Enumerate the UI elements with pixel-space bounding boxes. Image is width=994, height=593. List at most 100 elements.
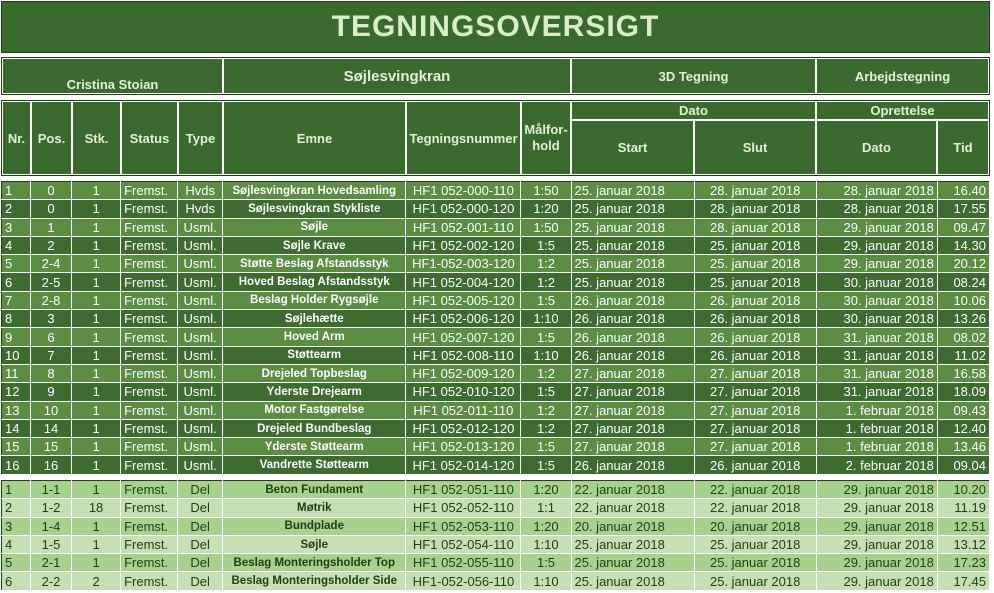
cell-pos: 2-8	[30, 291, 73, 311]
cell-nr: 4	[1, 236, 32, 256]
cell-start: 22. januar 2018	[571, 480, 695, 500]
cell-status: Fremst.	[120, 498, 179, 518]
cell-stk: 1	[71, 236, 122, 256]
table-row: 3 1-4 1 Fremst. Del Bundplade HF1 052-053-110 1…	[1, 517, 991, 536]
cell-maal: 1:5	[520, 236, 572, 256]
cell-status: Fremst.	[120, 535, 179, 555]
cell-stk: 1	[71, 401, 122, 420]
cell-nr: 5	[1, 553, 32, 573]
author-text: Cristina Stoian	[66, 77, 159, 92]
col-status-text: Status	[129, 130, 170, 146]
cell-slut: 25. januar 2018	[694, 553, 817, 573]
cell-dato: 29. januar 2018	[816, 236, 938, 256]
cell-tid: 18.09	[937, 382, 991, 402]
arbejdstegning-text: Arbejdstegning	[854, 68, 951, 84]
cell-tegn: HF1 052-012-120	[405, 419, 522, 439]
cell-dato: 1. februar 2018	[816, 401, 938, 420]
col-type: Type	[178, 101, 223, 175]
cell-maal: 1:2	[520, 254, 572, 274]
cell-tid: 08.24	[937, 272, 991, 292]
cell-pos: 1-2	[30, 498, 73, 518]
cell-emne: Motor Fastgørelse	[222, 401, 407, 420]
cell-start: 25. januar 2018	[571, 272, 695, 292]
col-dato-group: Dato	[571, 101, 816, 120]
cell-nr: 13	[1, 401, 32, 420]
cell-tid: 13.12	[937, 535, 991, 555]
cell-dato: 29. januar 2018	[816, 535, 938, 555]
cell-nr: 4	[1, 535, 32, 555]
cell-tid: 17.55	[937, 199, 991, 219]
cell-type: Usml.	[177, 272, 224, 292]
col-slut-text: Slut	[742, 140, 768, 155]
project-label: Søjlesvingkran	[223, 58, 571, 94]
cell-tegn: HF1-052-003-120	[405, 254, 522, 274]
cell-start: 25. januar 2018	[571, 181, 695, 201]
cell-status: Fremst.	[120, 437, 179, 457]
table-row: 9 6 1 Fremst. Usml. Hoved Arm HF1 052-007-120 1…	[1, 327, 991, 347]
cell-pos: 16	[30, 455, 73, 475]
cell-type: Del	[177, 535, 224, 555]
cell-nr: 2	[1, 199, 32, 219]
cell-stk: 1	[71, 291, 122, 311]
cell-status: Fremst.	[120, 218, 179, 237]
cell-type: Usml.	[177, 401, 224, 420]
cell-pos: 1-4	[30, 517, 73, 536]
cell-start: 20. januar 2018	[571, 517, 695, 536]
cell-pos: 2-4	[30, 254, 73, 274]
table-row: 5 2-1 1 Fremst. Del Beslag Monteringsholder T…	[1, 553, 991, 573]
cell-start: 26. januar 2018	[571, 455, 695, 475]
col-status: Status	[121, 101, 178, 175]
cell-tegn: HF1 052-052-110	[405, 498, 522, 518]
cell-dato: 28. januar 2018	[816, 181, 938, 201]
cell-start: 27. januar 2018	[571, 401, 695, 420]
col-dato-group-text: Dato	[679, 103, 708, 118]
cell-nr: 10	[1, 346, 32, 365]
cell-dato: 30. januar 2018	[816, 272, 938, 292]
cell-maal: 1:10	[520, 309, 572, 329]
cell-tegn: HF1 052-006-120	[405, 309, 522, 329]
cell-tegn: HF1 052-054-110	[405, 535, 522, 555]
col-tid-text: Tid	[953, 140, 973, 155]
cell-maal: 1:10	[520, 571, 572, 591]
cell-dato: 31. januar 2018	[816, 364, 938, 384]
cell-status: Fremst.	[120, 455, 179, 475]
cell-dato: 29. januar 2018	[816, 480, 938, 500]
cell-status: Fremst.	[120, 517, 179, 536]
cell-emne: Hoved Arm	[222, 327, 407, 347]
cell-slut: 26. januar 2018	[694, 346, 817, 365]
table-row: 14 14 1 Fremst. Usml. Drejeled Bundbeslag HF1 …	[1, 419, 991, 439]
table-row: 4 2 1 Fremst. Usml. Søjle Krave HF1 052-002-12…	[1, 236, 991, 256]
table-row: 1 1-1 1 Fremst. Del Beton Fundament HF1 052-05…	[1, 480, 991, 500]
cell-tid: 16.58	[937, 364, 991, 384]
cell-slut: 20. januar 2018	[694, 517, 817, 536]
cell-slut: 22. januar 2018	[694, 480, 817, 500]
cell-type: Del	[177, 553, 224, 573]
cell-tid: 17.45	[937, 571, 991, 591]
cell-dato: 29. januar 2018	[816, 517, 938, 536]
cell-status: Fremst.	[120, 309, 179, 329]
col-tid: Tid	[937, 120, 989, 175]
cell-stk: 1	[71, 309, 122, 329]
cell-pos: 1-5	[30, 535, 73, 555]
table-row: 5 2-4 1 Fremst. Usml. Støtte Beslag Afstandss…	[1, 254, 991, 274]
cell-type: Del	[177, 480, 224, 500]
cell-tid: 09.47	[937, 218, 991, 237]
cell-pos: 9	[30, 382, 73, 402]
cell-stk: 2	[71, 571, 122, 591]
cell-emne: Yderste Drejearm	[222, 382, 407, 402]
cell-type: Usml.	[177, 419, 224, 439]
cell-slut: 25. januar 2018	[694, 254, 817, 274]
cell-maal: 1:1	[520, 498, 572, 518]
col-start: Start	[571, 120, 694, 175]
cell-pos: 0	[30, 181, 73, 201]
cell-tegn: HF1 052-000-120	[405, 199, 522, 219]
cell-stk: 1	[71, 364, 122, 384]
cell-pos: 2-1	[30, 553, 73, 573]
cell-type: Hvds	[177, 181, 224, 201]
cell-dato: 29. januar 2018	[816, 218, 938, 237]
cell-nr: 14	[1, 419, 32, 439]
drawings-table-assemblies: 1 0 1 Fremst. Hvds Søjlesvingkran Hovedsamlin…	[1, 181, 991, 475]
cell-start: 25. januar 2018	[571, 199, 695, 219]
cell-start: 26. januar 2018	[571, 327, 695, 347]
cell-slut: 22. januar 2018	[694, 498, 817, 518]
